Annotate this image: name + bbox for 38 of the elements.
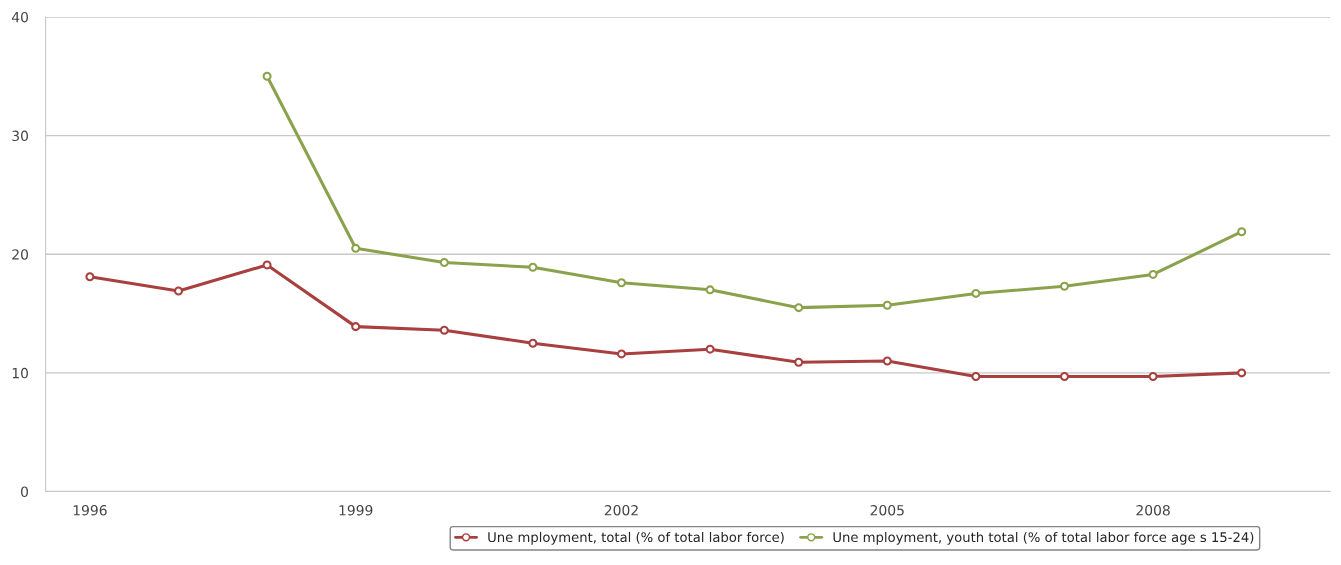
x-tick-label: 2002 xyxy=(604,504,638,516)
point xyxy=(173,286,183,296)
y-tick-label: 20 xyxy=(12,249,28,260)
y-tick-label: 40 xyxy=(11,11,28,23)
point xyxy=(971,288,981,298)
y-tick-label: 0 xyxy=(21,486,29,498)
x-tick-label: 1996 xyxy=(73,504,107,516)
point xyxy=(262,71,272,81)
point xyxy=(262,260,272,270)
point xyxy=(85,272,95,282)
point xyxy=(1237,227,1247,237)
point xyxy=(794,357,804,367)
point xyxy=(1237,368,1247,378)
legend-label: Une mployment, total (% of total labor force) xyxy=(488,531,784,545)
point xyxy=(351,322,361,332)
x-tick-label: 2005 xyxy=(870,504,904,516)
point xyxy=(528,338,538,348)
point xyxy=(1148,371,1158,381)
y-tick-label: 30 xyxy=(12,130,28,142)
point xyxy=(705,285,715,295)
point xyxy=(616,278,626,288)
point xyxy=(1059,281,1069,291)
x-tick-label: 2008 xyxy=(1136,504,1170,516)
x-tick-label: 1999 xyxy=(339,504,373,516)
point xyxy=(882,356,892,366)
point xyxy=(882,300,892,310)
point xyxy=(528,262,538,272)
point xyxy=(1148,269,1158,279)
point xyxy=(351,243,361,253)
point xyxy=(705,344,715,354)
legend-label: Une mployment, youth total (% of total labor force age s 15-24) xyxy=(833,531,1254,545)
point xyxy=(794,303,804,313)
point xyxy=(439,258,449,268)
point xyxy=(439,325,449,335)
point xyxy=(616,349,626,359)
y-tick-label: 10 xyxy=(12,367,28,379)
point xyxy=(1059,371,1069,381)
point xyxy=(971,371,981,381)
